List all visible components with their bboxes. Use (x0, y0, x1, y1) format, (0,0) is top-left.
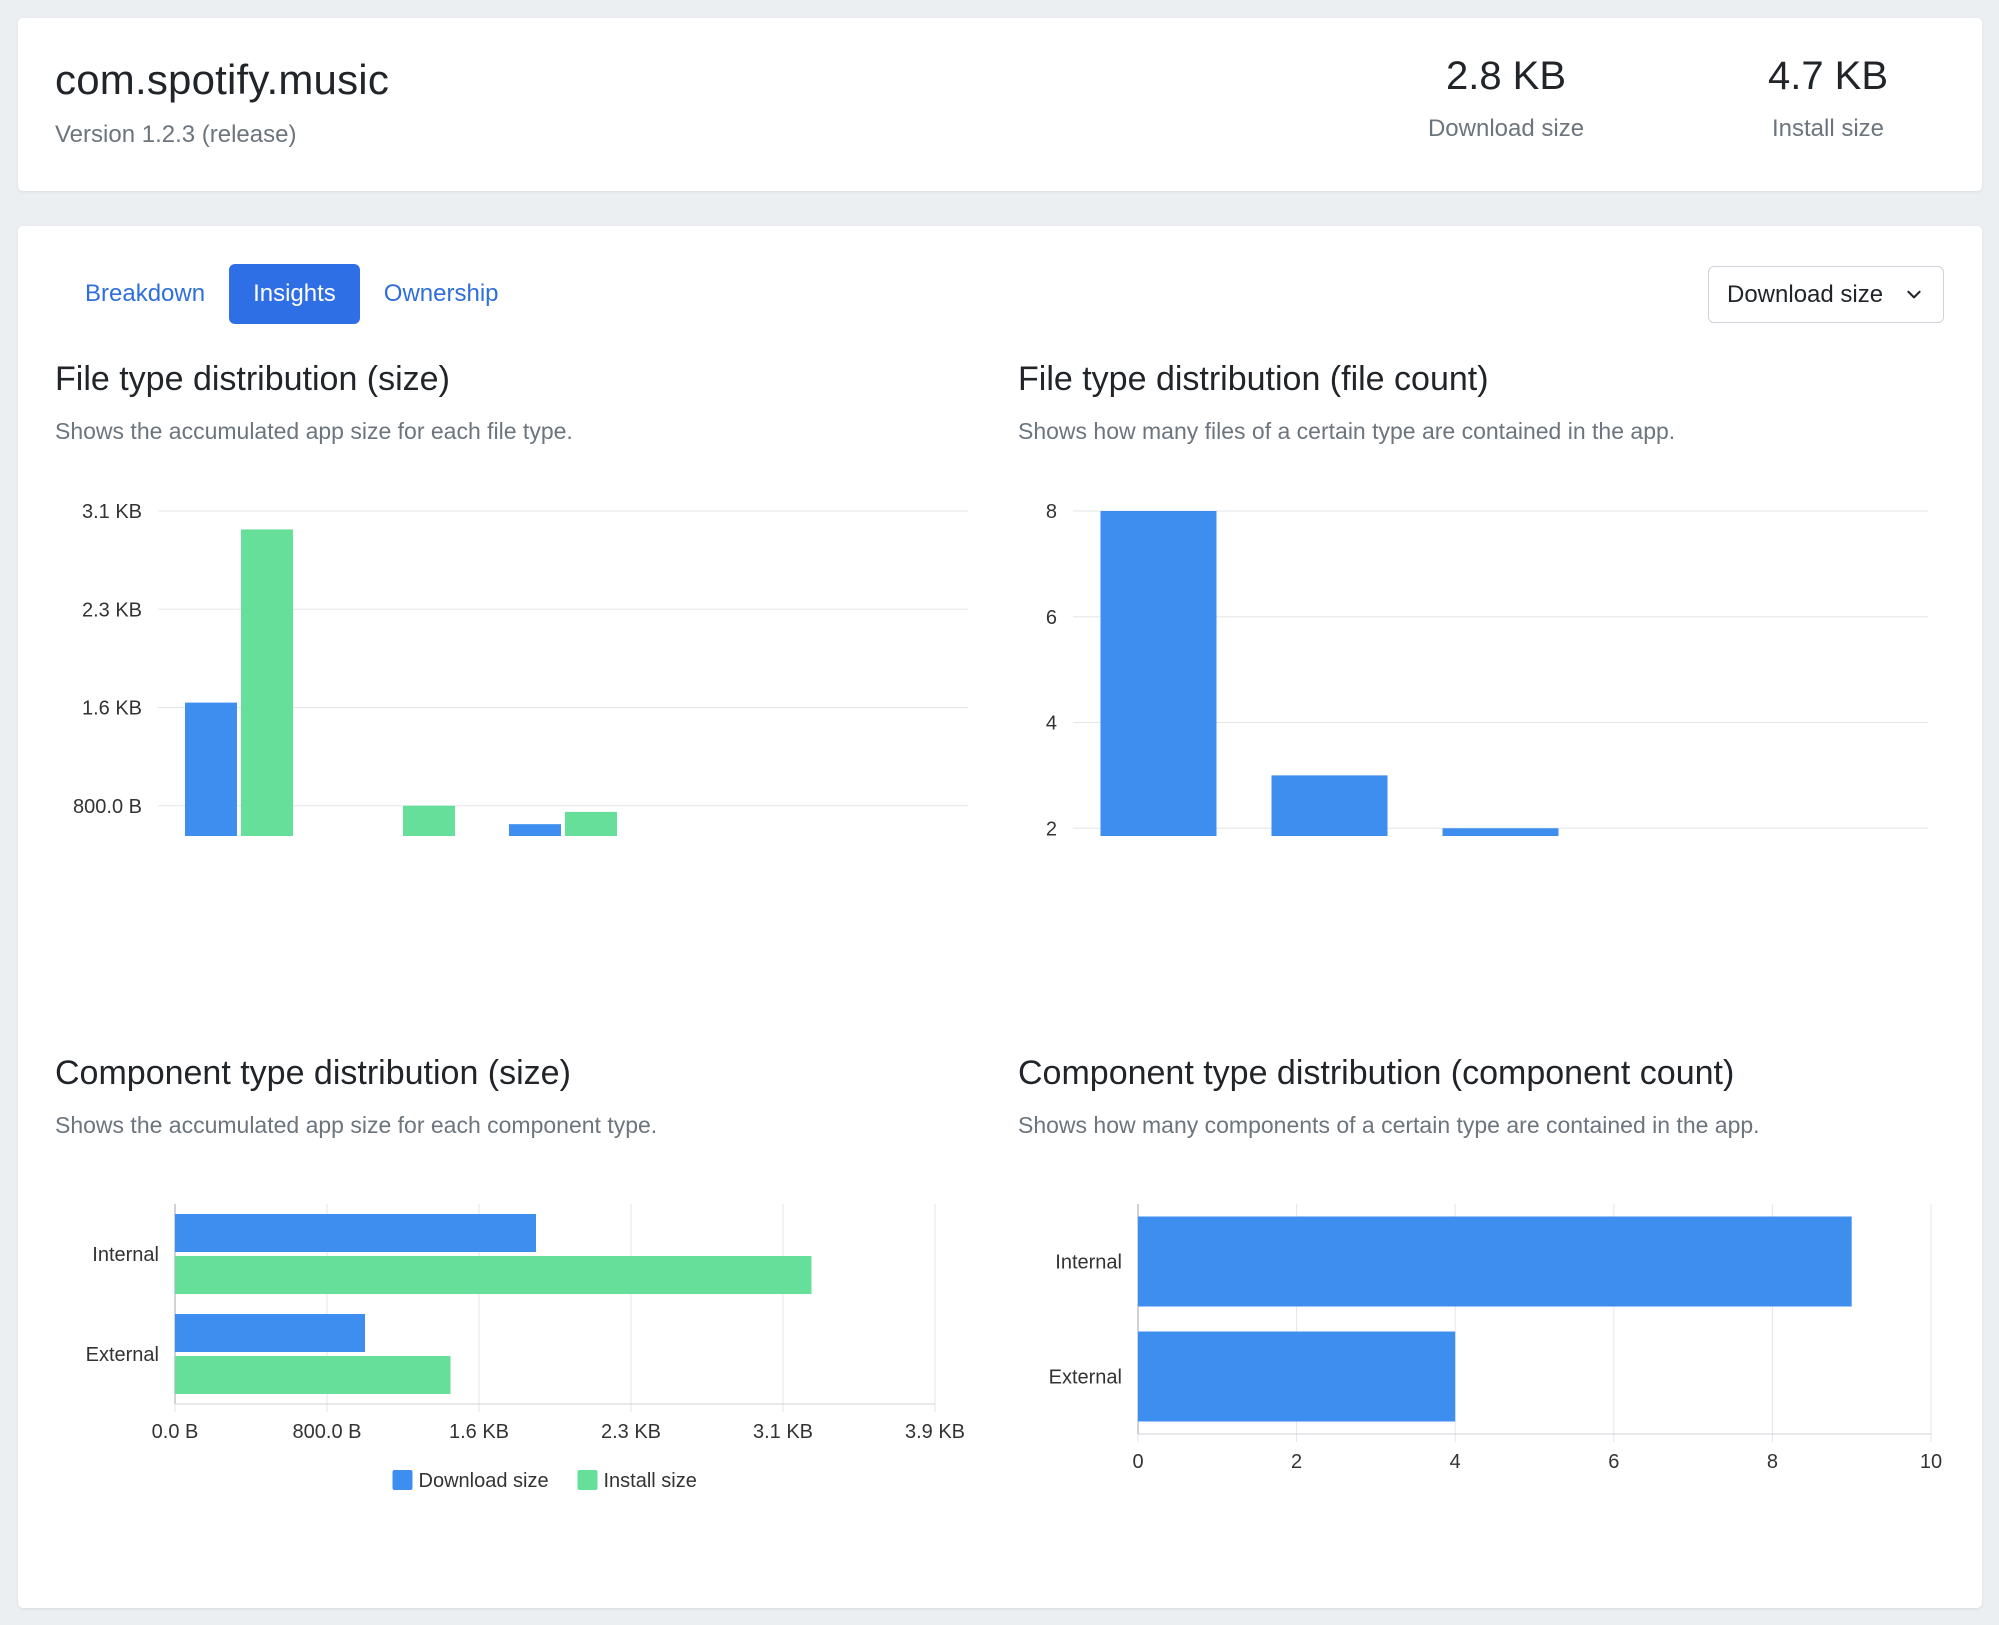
insights-card: Breakdown Insights Ownership Download si… (18, 226, 1982, 1608)
component-size-title: Component type distribution (size) (55, 1054, 571, 1092)
x-tick-label: 800.0 B (293, 1421, 362, 1443)
component-count-desc: Shows how many components of a certain t… (1018, 1112, 1760, 1138)
legend-swatch-download (392, 1470, 413, 1490)
component-count-title: Component type distribution (component c… (1018, 1054, 1735, 1092)
y-tick-label: 4 (1046, 713, 1057, 735)
x-tick-label: 3.9 KB (905, 1421, 965, 1443)
x-tick-label: 2.3 KB (601, 1421, 661, 1443)
app-title: com.spotify.music (55, 56, 390, 103)
bar-internal-components (1138, 1216, 1852, 1307)
x-tick-label: 3.1 KB (753, 1421, 813, 1443)
bar-external-download-size (175, 1314, 365, 1352)
y-tick-label: 1.6 KB (82, 698, 142, 720)
bar-assets-download-size (509, 824, 561, 836)
x-tick-label: 8 (1767, 1451, 1778, 1473)
view-tabs: Breakdown Insights Ownership (61, 264, 523, 324)
x-tick-label: 4 (1450, 1451, 1461, 1473)
bar-assets-files (1442, 828, 1559, 836)
bar-internal-install-size (175, 1256, 812, 1294)
y-tick-label: 3.1 KB (82, 501, 142, 523)
filetype-size-title: File type distribution (size) (55, 360, 450, 398)
legend-label: Install size (604, 1470, 697, 1492)
tab-breakdown[interactable]: Breakdown (85, 280, 206, 307)
bar-classes-install-size (241, 529, 293, 836)
download-size-stat: 2.8 KB Download size (1396, 54, 1616, 143)
chevron-down-icon (1907, 290, 1921, 299)
tab-ownership[interactable]: Ownership (383, 280, 499, 307)
y-tick-label: External (1049, 1367, 1122, 1389)
x-tick-label: 1.6 KB (449, 1421, 509, 1443)
bar-assets-install-size (565, 811, 617, 836)
install-size-label: Install size (1771, 115, 1885, 142)
app-header-card: com.spotify.music Version 1.2.3 (release… (18, 18, 1982, 191)
size-metric-select-value: Download size (1727, 281, 1884, 308)
component-size-chart: 0.0 B 800.0 B 1.6 KB 2.3 KB 3.1 KB 3.9 KB Inte… (86, 1204, 965, 1492)
bar-classes-download-size (185, 702, 237, 836)
x-tick-label: 2 (1291, 1451, 1302, 1473)
bar-classes-files (1100, 511, 1217, 836)
size-metric-select[interactable]: Download size (1708, 266, 1944, 323)
bar-external-components (1138, 1331, 1456, 1422)
bar-internal-download-size (175, 1214, 536, 1252)
y-tick-label: 6 (1046, 607, 1057, 629)
bar-resources-install-size (403, 805, 455, 836)
x-tick-label: 0 (1132, 1451, 1143, 1473)
y-tick-label: Internal (1055, 1252, 1122, 1274)
component-size-desc: Shows the accumulated app size for each … (55, 1112, 658, 1138)
x-tick-label: 6 (1608, 1451, 1619, 1473)
legend-label: Download size (419, 1470, 549, 1492)
x-tick-label: 0.0 B (152, 1421, 199, 1443)
filetype-count-desc: Shows how many files of a certain type a… (1018, 418, 1676, 444)
y-tick-label: External (86, 1344, 159, 1366)
legend-swatch-install (577, 1470, 598, 1490)
download-size-label: Download size (1427, 115, 1585, 142)
filetype-count-chart: 02468ClassesResourcesAssetsNative librar… (1046, 501, 1928, 836)
filetype-count-title: File type distribution (file count) (1018, 360, 1489, 398)
install-size-stat: 4.7 KB Install size (1718, 54, 1938, 143)
y-tick-label: 2 (1046, 818, 1057, 836)
component-count-chart: 0 2 4 6 8 10 Internal External (1049, 1204, 1942, 1473)
y-tick-label: 8 (1046, 501, 1057, 523)
y-tick-label: 800.0 B (73, 796, 142, 818)
install-size-value: 4.7 KB (1767, 54, 1889, 98)
app-version: Version 1.2.3 (release) (55, 121, 297, 148)
y-tick-label: 2.3 KB (82, 599, 142, 621)
y-tick-label: Internal (92, 1244, 159, 1266)
bar-external-install-size (175, 1356, 451, 1394)
x-tick-label: 10 (1920, 1451, 1942, 1473)
filetype-size-desc: Shows the accumulated app size for each … (55, 418, 573, 444)
bar-resources-files (1271, 775, 1388, 836)
tab-insights[interactable]: Insights (229, 264, 360, 324)
download-size-value: 2.8 KB (1445, 54, 1567, 98)
